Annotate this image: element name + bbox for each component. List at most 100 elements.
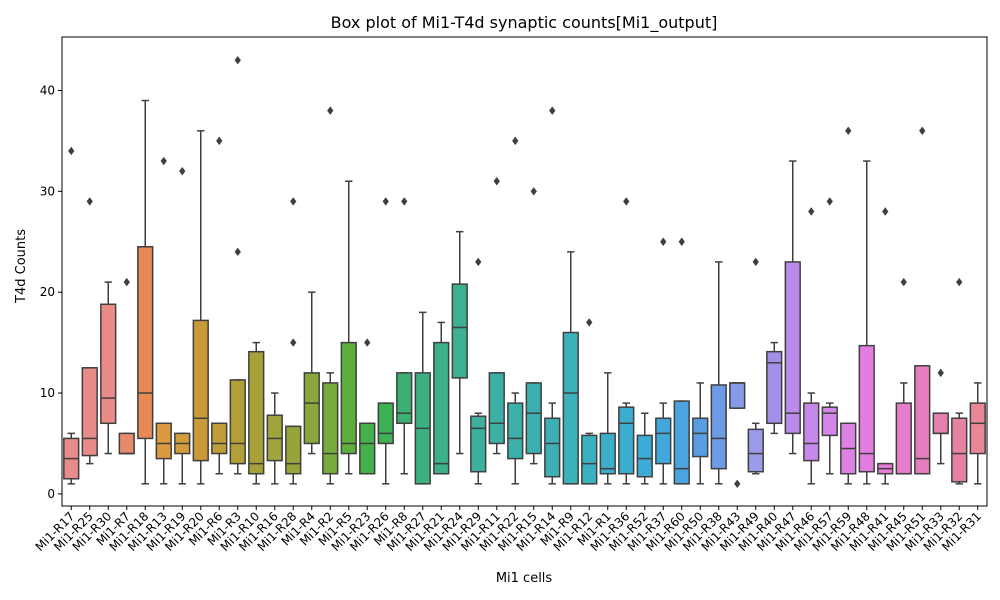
y-axis-label: T4d Counts — [14, 229, 29, 304]
outlier-point — [678, 237, 685, 246]
iqr-box — [396, 372, 413, 425]
iqr-box — [784, 261, 801, 435]
box-Mi1-R52 — [636, 412, 653, 485]
y-tick-label: 30 — [40, 184, 55, 198]
x-axis: Mi1-R17Mi1-R25Mi1-R30Mi1-R7Mi1-R18Mi1-R1… — [33, 506, 984, 554]
y-tick-label: 10 — [40, 386, 55, 400]
box-Mi1-R8 — [396, 197, 413, 475]
box-Mi1-R24 — [451, 230, 468, 455]
box-Mi1-R43 — [729, 382, 746, 489]
iqr-box — [451, 283, 468, 379]
box-Mi1-R26 — [377, 197, 394, 485]
iqr-box — [118, 432, 135, 455]
outlier-point — [808, 207, 815, 216]
outlier-point — [86, 197, 93, 206]
box-Mi1-R5 — [340, 180, 357, 475]
outlier-point — [900, 277, 907, 287]
box-Mi1-R32 — [951, 277, 968, 485]
box-Mi1-R28 — [285, 197, 302, 485]
y-tick-label: 20 — [40, 285, 55, 299]
box-Mi1-R38 — [710, 261, 727, 485]
outlier-point — [68, 146, 75, 156]
outlier-point — [160, 156, 167, 166]
box-Mi1-R47 — [784, 160, 801, 455]
box-Mi1-R15 — [525, 187, 542, 465]
outlier-point — [234, 247, 241, 257]
iqr-box — [914, 365, 931, 475]
box-Mi1-R51 — [914, 126, 931, 475]
y-tick-label: 0 — [47, 487, 55, 501]
box-Mi1-R29 — [470, 257, 487, 485]
box-Mi1-R27 — [414, 311, 431, 485]
outlier-point — [364, 338, 371, 347]
iqr-box — [636, 434, 653, 478]
box-Mi1-R14 — [544, 106, 561, 485]
outlier-point — [826, 197, 833, 206]
outlier-point — [752, 257, 759, 267]
outlier-point — [530, 187, 537, 196]
outlier-point — [586, 318, 593, 327]
iqr-box — [211, 422, 228, 455]
iqr-box — [248, 350, 265, 475]
box-Mi1-R12 — [581, 318, 598, 485]
iqr-box — [618, 406, 635, 475]
box-Mi1-R2 — [322, 106, 339, 485]
box-Mi1-R19 — [174, 166, 191, 485]
plot-frame — [61, 36, 988, 507]
outlier-point — [179, 166, 186, 176]
box-Mi1-R4 — [303, 291, 320, 455]
box-Mi1-R25 — [81, 197, 98, 465]
iqr-box — [562, 331, 579, 485]
box-Mi1-R33 — [932, 368, 949, 465]
box-Mi1-R30 — [100, 281, 117, 455]
box-Mi1-R57 — [821, 197, 838, 475]
box-Mi1-R36 — [618, 197, 635, 485]
iqr-box — [470, 415, 487, 473]
iqr-box — [488, 372, 505, 445]
iqr-box — [673, 400, 690, 485]
box-Mi1-R21 — [433, 321, 450, 475]
iqr-box — [100, 303, 117, 425]
iqr-box — [729, 382, 746, 409]
outlier-point — [493, 177, 500, 186]
iqr-box — [932, 412, 949, 435]
iqr-box — [507, 402, 524, 460]
outlier-point — [290, 338, 297, 347]
outlier-point — [382, 197, 389, 206]
box-Mi1-R7 — [118, 277, 135, 455]
box-Mi1-R18 — [137, 99, 154, 485]
box-Mi1-R9 — [562, 251, 579, 485]
iqr-box — [766, 350, 783, 425]
box-Mi1-R17 — [63, 146, 80, 485]
iqr-box — [285, 425, 302, 475]
outlier-point — [216, 136, 223, 146]
box-Mi1-R45 — [895, 277, 912, 475]
box-Mi1-R50 — [692, 382, 709, 485]
box-Mi1-R60 — [673, 237, 690, 485]
y-axis: 0 10 20 30 40 — [40, 83, 62, 501]
iqr-box — [821, 406, 838, 437]
box-Mi1-R3 — [229, 55, 246, 475]
iqr-box — [747, 428, 764, 473]
outlier-point — [919, 126, 926, 135]
box-Mi1-R49 — [747, 257, 764, 475]
iqr-box — [525, 382, 542, 455]
box-Mi1-R6 — [211, 136, 228, 475]
outlier-point — [660, 237, 667, 246]
outlier-point — [327, 106, 334, 115]
iqr-box — [544, 417, 561, 478]
iqr-box — [581, 434, 598, 485]
iqr-box — [951, 417, 968, 483]
box-Mi1-R16 — [266, 392, 283, 485]
box-Mi1-R13 — [155, 156, 172, 485]
outlier-point — [734, 479, 741, 489]
iqr-box — [692, 417, 709, 458]
iqr-box — [377, 402, 394, 445]
outlier-point — [623, 197, 630, 206]
outlier-point — [845, 126, 852, 135]
iqr-box — [858, 344, 875, 473]
iqr-box — [803, 402, 820, 462]
box-Mi1-R1 — [599, 372, 616, 485]
box-Mi1-R23 — [359, 338, 376, 475]
